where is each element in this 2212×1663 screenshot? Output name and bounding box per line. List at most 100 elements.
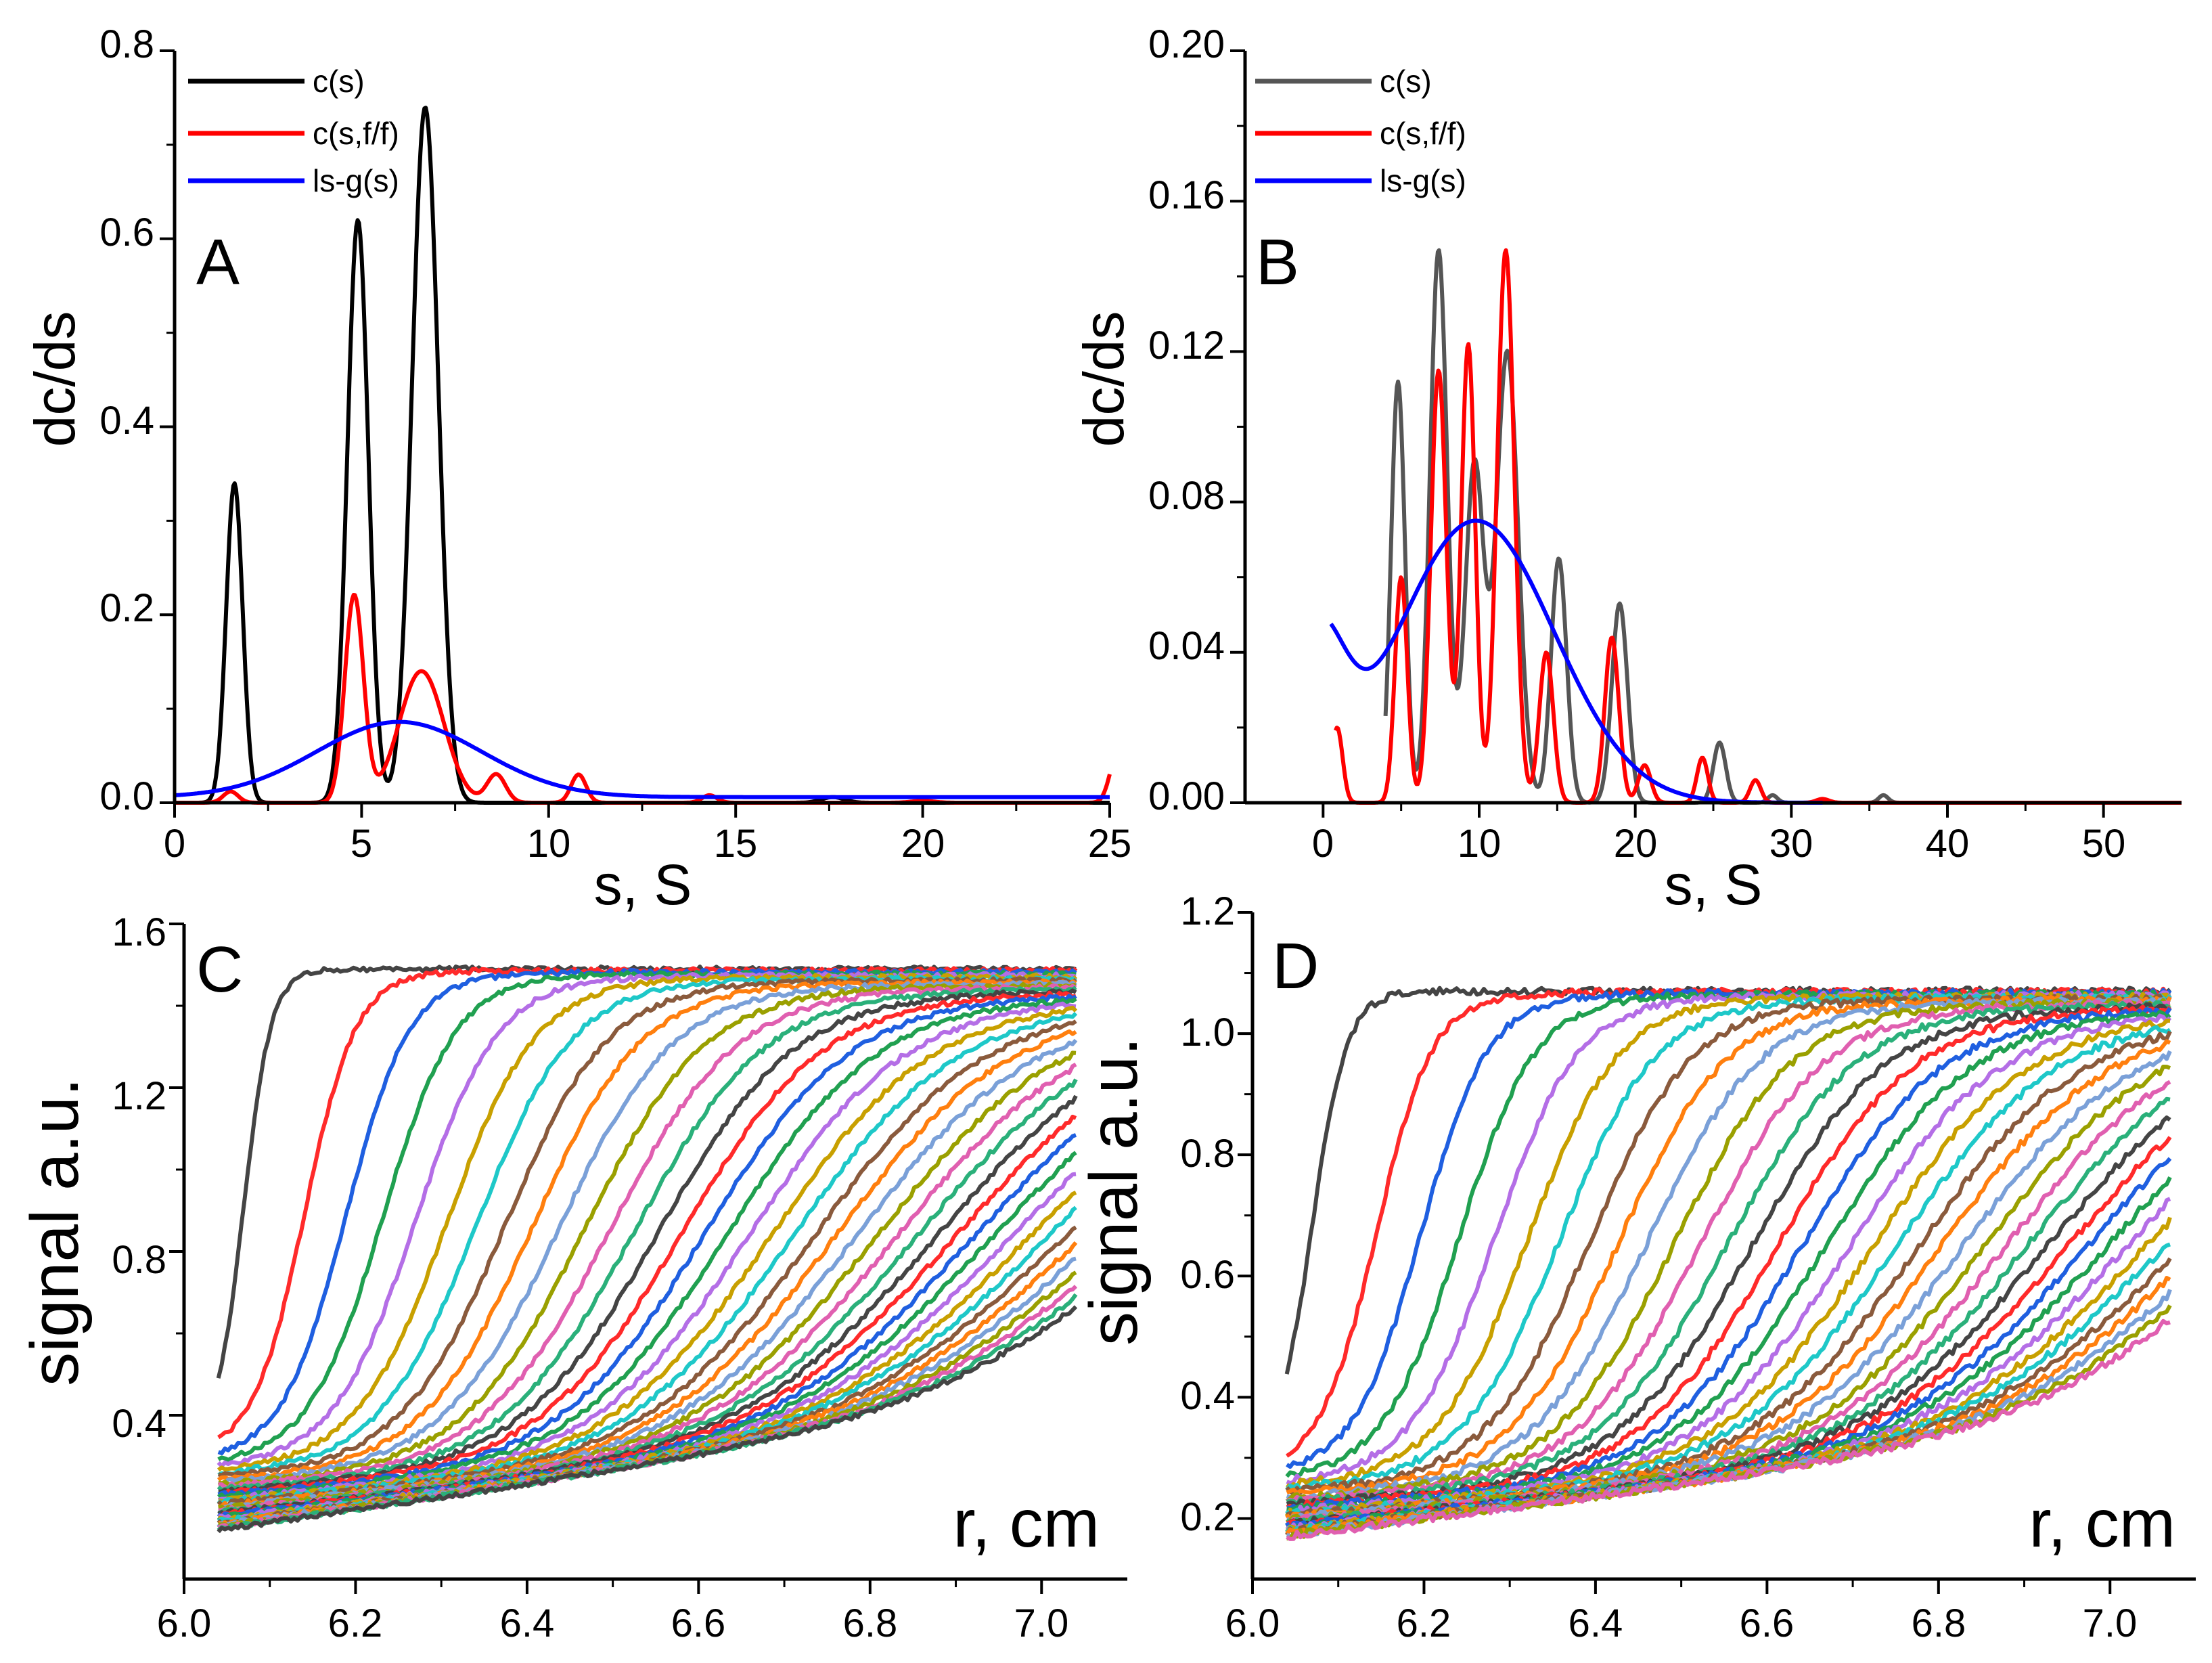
scan-line-13 (1286, 1000, 2171, 1507)
y-axis-title: dc/ds (1072, 311, 1135, 447)
panel-c: 1.6 1.2 0.8 0.4 6.0 6.2 6.4 6.6 6.8 7.0 … (17, 910, 1127, 1645)
y-tick-labels: 1.6 1.2 0.8 0.4 (112, 910, 166, 1446)
x-tick-labels: 0 10 20 30 40 50 (1312, 822, 2125, 866)
y-tick-label: 1.0 (1180, 1011, 1235, 1055)
series-group (1284, 985, 2172, 1541)
y-tick-label: 0.8 (1180, 1132, 1235, 1176)
scan-line-13 (217, 985, 1077, 1492)
x-tick-label: 10 (527, 822, 571, 866)
y-tick-label: 1.2 (1180, 889, 1235, 933)
x-tick-label: 6.4 (1568, 1601, 1623, 1645)
scan-line-38 (1286, 1318, 2171, 1541)
x-tick-label: 40 (1926, 822, 1970, 866)
legend-label: ls-g(s) (313, 163, 399, 198)
y-tick-label: 0.4 (1180, 1374, 1235, 1418)
x-axis-title: s, S (594, 853, 692, 916)
legend-label: c(s,f/f) (1380, 116, 1466, 151)
legend-label: c(s) (313, 64, 365, 99)
y-tick-label: 0.6 (1180, 1253, 1235, 1297)
x-tick-label: 7.0 (1014, 1601, 1069, 1645)
ticks (1238, 911, 2112, 1594)
legend: c(s) c(s,f/f) ls-g(s) (188, 64, 399, 198)
y-axis-title: dc/ds (23, 311, 87, 447)
x-tick-label: 6.0 (157, 1601, 212, 1645)
panel-b: 0.20 0.16 0.12 0.08 0.04 0.00 0 10 20 30… (1072, 22, 2183, 916)
x-tick-label: 15 (714, 822, 758, 866)
x-axis-title: s, S (1665, 853, 1763, 916)
x-tick-label: 6.4 (500, 1601, 555, 1645)
x-tick-labels: 0 5 10 15 20 25 (164, 822, 1131, 866)
scan-line-11 (217, 981, 1077, 1487)
y-axis-title: signal a.u. (1076, 1037, 1152, 1346)
x-tick-label: 20 (901, 822, 945, 866)
y-tick-label: 0.08 (1148, 474, 1225, 518)
scan-line-10 (1286, 996, 2171, 1501)
x-tick-label: 20 (1614, 822, 1658, 866)
x-tick-label: 6.6 (1740, 1601, 1795, 1645)
y-tick-label: 0.0 (99, 774, 154, 818)
legend: c(s) c(s,f/f) ls-g(s) (1255, 64, 1466, 198)
y-tick-labels: 1.2 1.0 0.8 0.6 0.4 0.2 (1180, 889, 1235, 1539)
y-tick-label: 0.4 (112, 1402, 166, 1446)
y-tick-label: 0.8 (112, 1238, 166, 1282)
x-tick-label: 0 (164, 822, 185, 866)
y-tick-labels: 0.8 0.6 0.4 0.2 0.0 (99, 22, 154, 818)
x-tick-labels: 6.0 6.2 6.4 6.6 6.8 7.0 (1225, 1601, 2138, 1645)
y-tick-label: 0.6 (99, 210, 154, 254)
scan-line-40 (217, 1305, 1078, 1534)
x-tick-label: 10 (1458, 822, 1502, 866)
scan-line-15 (1286, 1004, 2172, 1511)
x-tick-label: 5 (351, 822, 372, 866)
x-tick-label: 50 (2082, 822, 2126, 866)
x-axis-title: r, cm (2029, 1486, 2175, 1561)
panel-letter: B (1256, 226, 1299, 298)
scan-line-12 (218, 983, 1077, 1490)
legend-label: c(s,f/f) (313, 116, 399, 151)
y-tick-label: 0.12 (1148, 324, 1225, 368)
y-tick-label: 0.4 (99, 399, 154, 443)
x-axis-title: r, cm (953, 1486, 1100, 1561)
x-tick-label: 6.2 (328, 1601, 383, 1645)
scan-line-9 (217, 978, 1077, 1482)
panel-letter: D (1272, 930, 1319, 1002)
x-tick-label: 6.0 (1225, 1601, 1280, 1645)
scan-line-16 (217, 994, 1077, 1498)
y-tick-label: 0.8 (99, 22, 154, 66)
panel-d: 1.2 1.0 0.8 0.6 0.4 0.2 6.0 6.2 6.4 6.6 … (1076, 889, 2196, 1645)
y-tick-label: 1.6 (112, 910, 166, 954)
scan-line-7 (1285, 992, 2172, 1492)
y-tick-label: 0.2 (1180, 1495, 1235, 1539)
scan-line-18 (217, 1001, 1077, 1502)
panel-a: 0.8 0.6 0.4 0.2 0.0 0 5 10 15 20 25 s, S… (23, 22, 1131, 916)
series-group (216, 964, 1078, 1534)
y-tick-label: 0.16 (1148, 173, 1225, 217)
panel-letter: C (196, 933, 243, 1006)
scan-line-16 (1286, 1006, 2172, 1512)
x-tick-label: 6.6 (671, 1601, 726, 1645)
y-tick-label: 0.04 (1148, 624, 1225, 668)
x-tick-labels: 6.0 6.2 6.4 6.6 6.8 7.0 (157, 1601, 1069, 1645)
x-tick-label: 7.0 (2083, 1601, 2138, 1645)
scan-line-24 (1285, 1065, 2171, 1524)
y-tick-label: 0.00 (1148, 774, 1225, 818)
panel-letter: A (196, 226, 240, 298)
y-tick-label: 0.20 (1148, 22, 1225, 66)
scan-line-26 (217, 1078, 1078, 1515)
legend-label: c(s) (1380, 64, 1432, 99)
y-tick-label: 1.2 (112, 1074, 166, 1118)
series-line-ls-g(s) (174, 719, 1110, 799)
x-tick-label: 0 (1312, 822, 1334, 866)
ticks (1230, 49, 2105, 818)
y-axis-title: signal a.u. (17, 1078, 93, 1386)
x-tick-label: 6.2 (1397, 1601, 1451, 1645)
y-tick-labels: 0.20 0.16 0.12 0.08 0.04 0.00 (1148, 22, 1225, 818)
x-tick-label: 6.8 (1912, 1601, 1966, 1645)
y-tick-label: 0.2 (99, 586, 154, 630)
scan-line-24 (218, 1050, 1077, 1511)
x-tick-label: 6.8 (843, 1601, 898, 1645)
ticks (160, 49, 1111, 818)
legend-label: ls-g(s) (1380, 163, 1466, 198)
ticks (169, 923, 1043, 1594)
x-tick-label: 30 (1769, 822, 1813, 866)
